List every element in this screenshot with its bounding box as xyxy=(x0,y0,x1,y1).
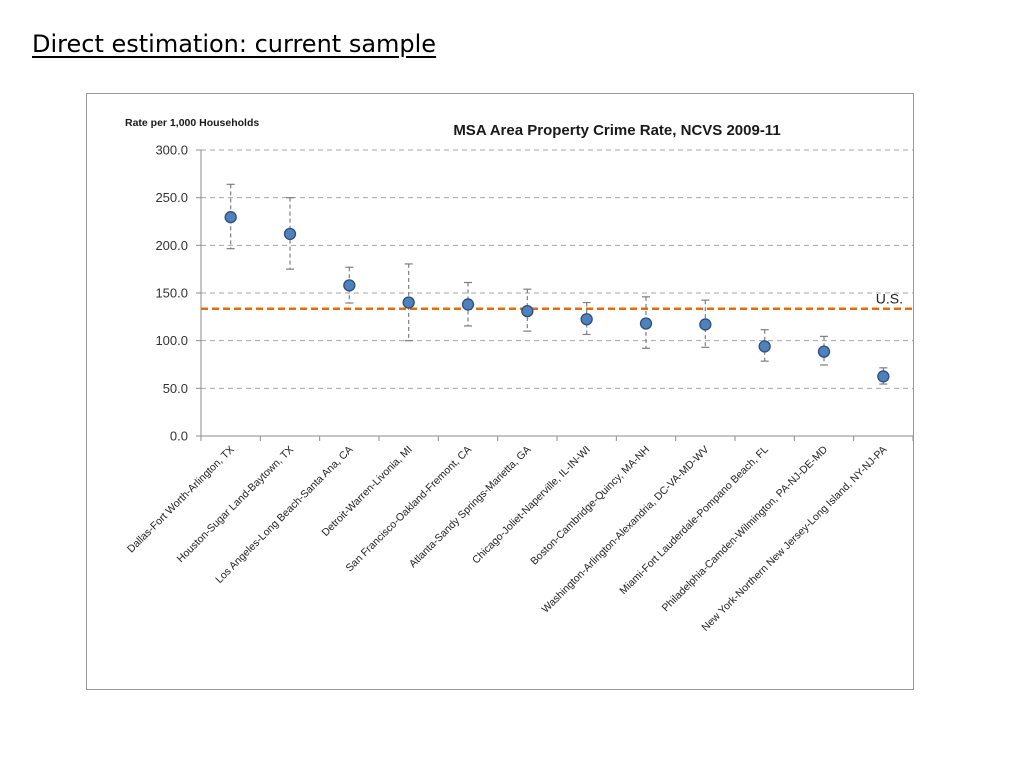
chart-title: MSA Area Property Crime Rate, NCVS 2009-… xyxy=(453,122,780,139)
data-point xyxy=(580,313,593,326)
chart-canvas: 0.0 50.0 100.0 150.0 200.0 250.0 300.0 U.S. Dall… xyxy=(125,117,913,634)
gridlines xyxy=(201,149,913,389)
y-tick-label: 250.0 xyxy=(155,190,188,205)
data-point xyxy=(343,279,356,292)
category-label: Chicago-Joliet-Naperville, IL-IN-WI xyxy=(470,444,593,567)
data-point xyxy=(699,318,712,331)
category-label: Houston-Sugar Land-Baytown, TX xyxy=(175,444,296,565)
us-reference-label: U.S. xyxy=(876,291,903,307)
y-axis-label: Rate per 1,000 Households xyxy=(125,117,259,129)
y-tick-label: 50.0 xyxy=(163,381,188,396)
chart-frame: 0.0 50.0 100.0 150.0 200.0 250.0 300.0 U.S. Dall… xyxy=(86,93,914,690)
y-tick-label: 200.0 xyxy=(155,238,188,253)
category-label: San Francisco-Oakland-Fremont, CA xyxy=(343,444,474,575)
data-point xyxy=(461,298,475,311)
data-point xyxy=(402,296,415,309)
axes xyxy=(196,149,913,441)
y-tick-label: 100.0 xyxy=(155,333,188,348)
slide-title: Direct estimation: current sample xyxy=(32,30,437,58)
y-tick-label: 150.0 xyxy=(155,286,188,301)
category-label: Boston-Cambridge-Quincy, MA-NH xyxy=(528,444,652,568)
data-point xyxy=(639,317,653,330)
data-point xyxy=(817,345,831,358)
data-point xyxy=(283,227,297,241)
y-tick-label: 300.0 xyxy=(155,143,188,158)
labels: 0.0 50.0 100.0 150.0 200.0 250.0 300.0 U.S. Dall… xyxy=(125,117,903,634)
error-bars xyxy=(226,183,888,385)
category-label: Dallas-Fort Worth-Arlington, TX xyxy=(125,444,237,556)
data-point xyxy=(758,340,771,353)
data-points xyxy=(224,211,890,383)
data-point xyxy=(224,211,237,224)
y-tick-label: 0.0 xyxy=(170,429,188,444)
data-point xyxy=(521,304,534,318)
category-label: Atlanta-Sandy Springs-Marietta, GA xyxy=(407,444,534,571)
data-point xyxy=(877,370,890,383)
